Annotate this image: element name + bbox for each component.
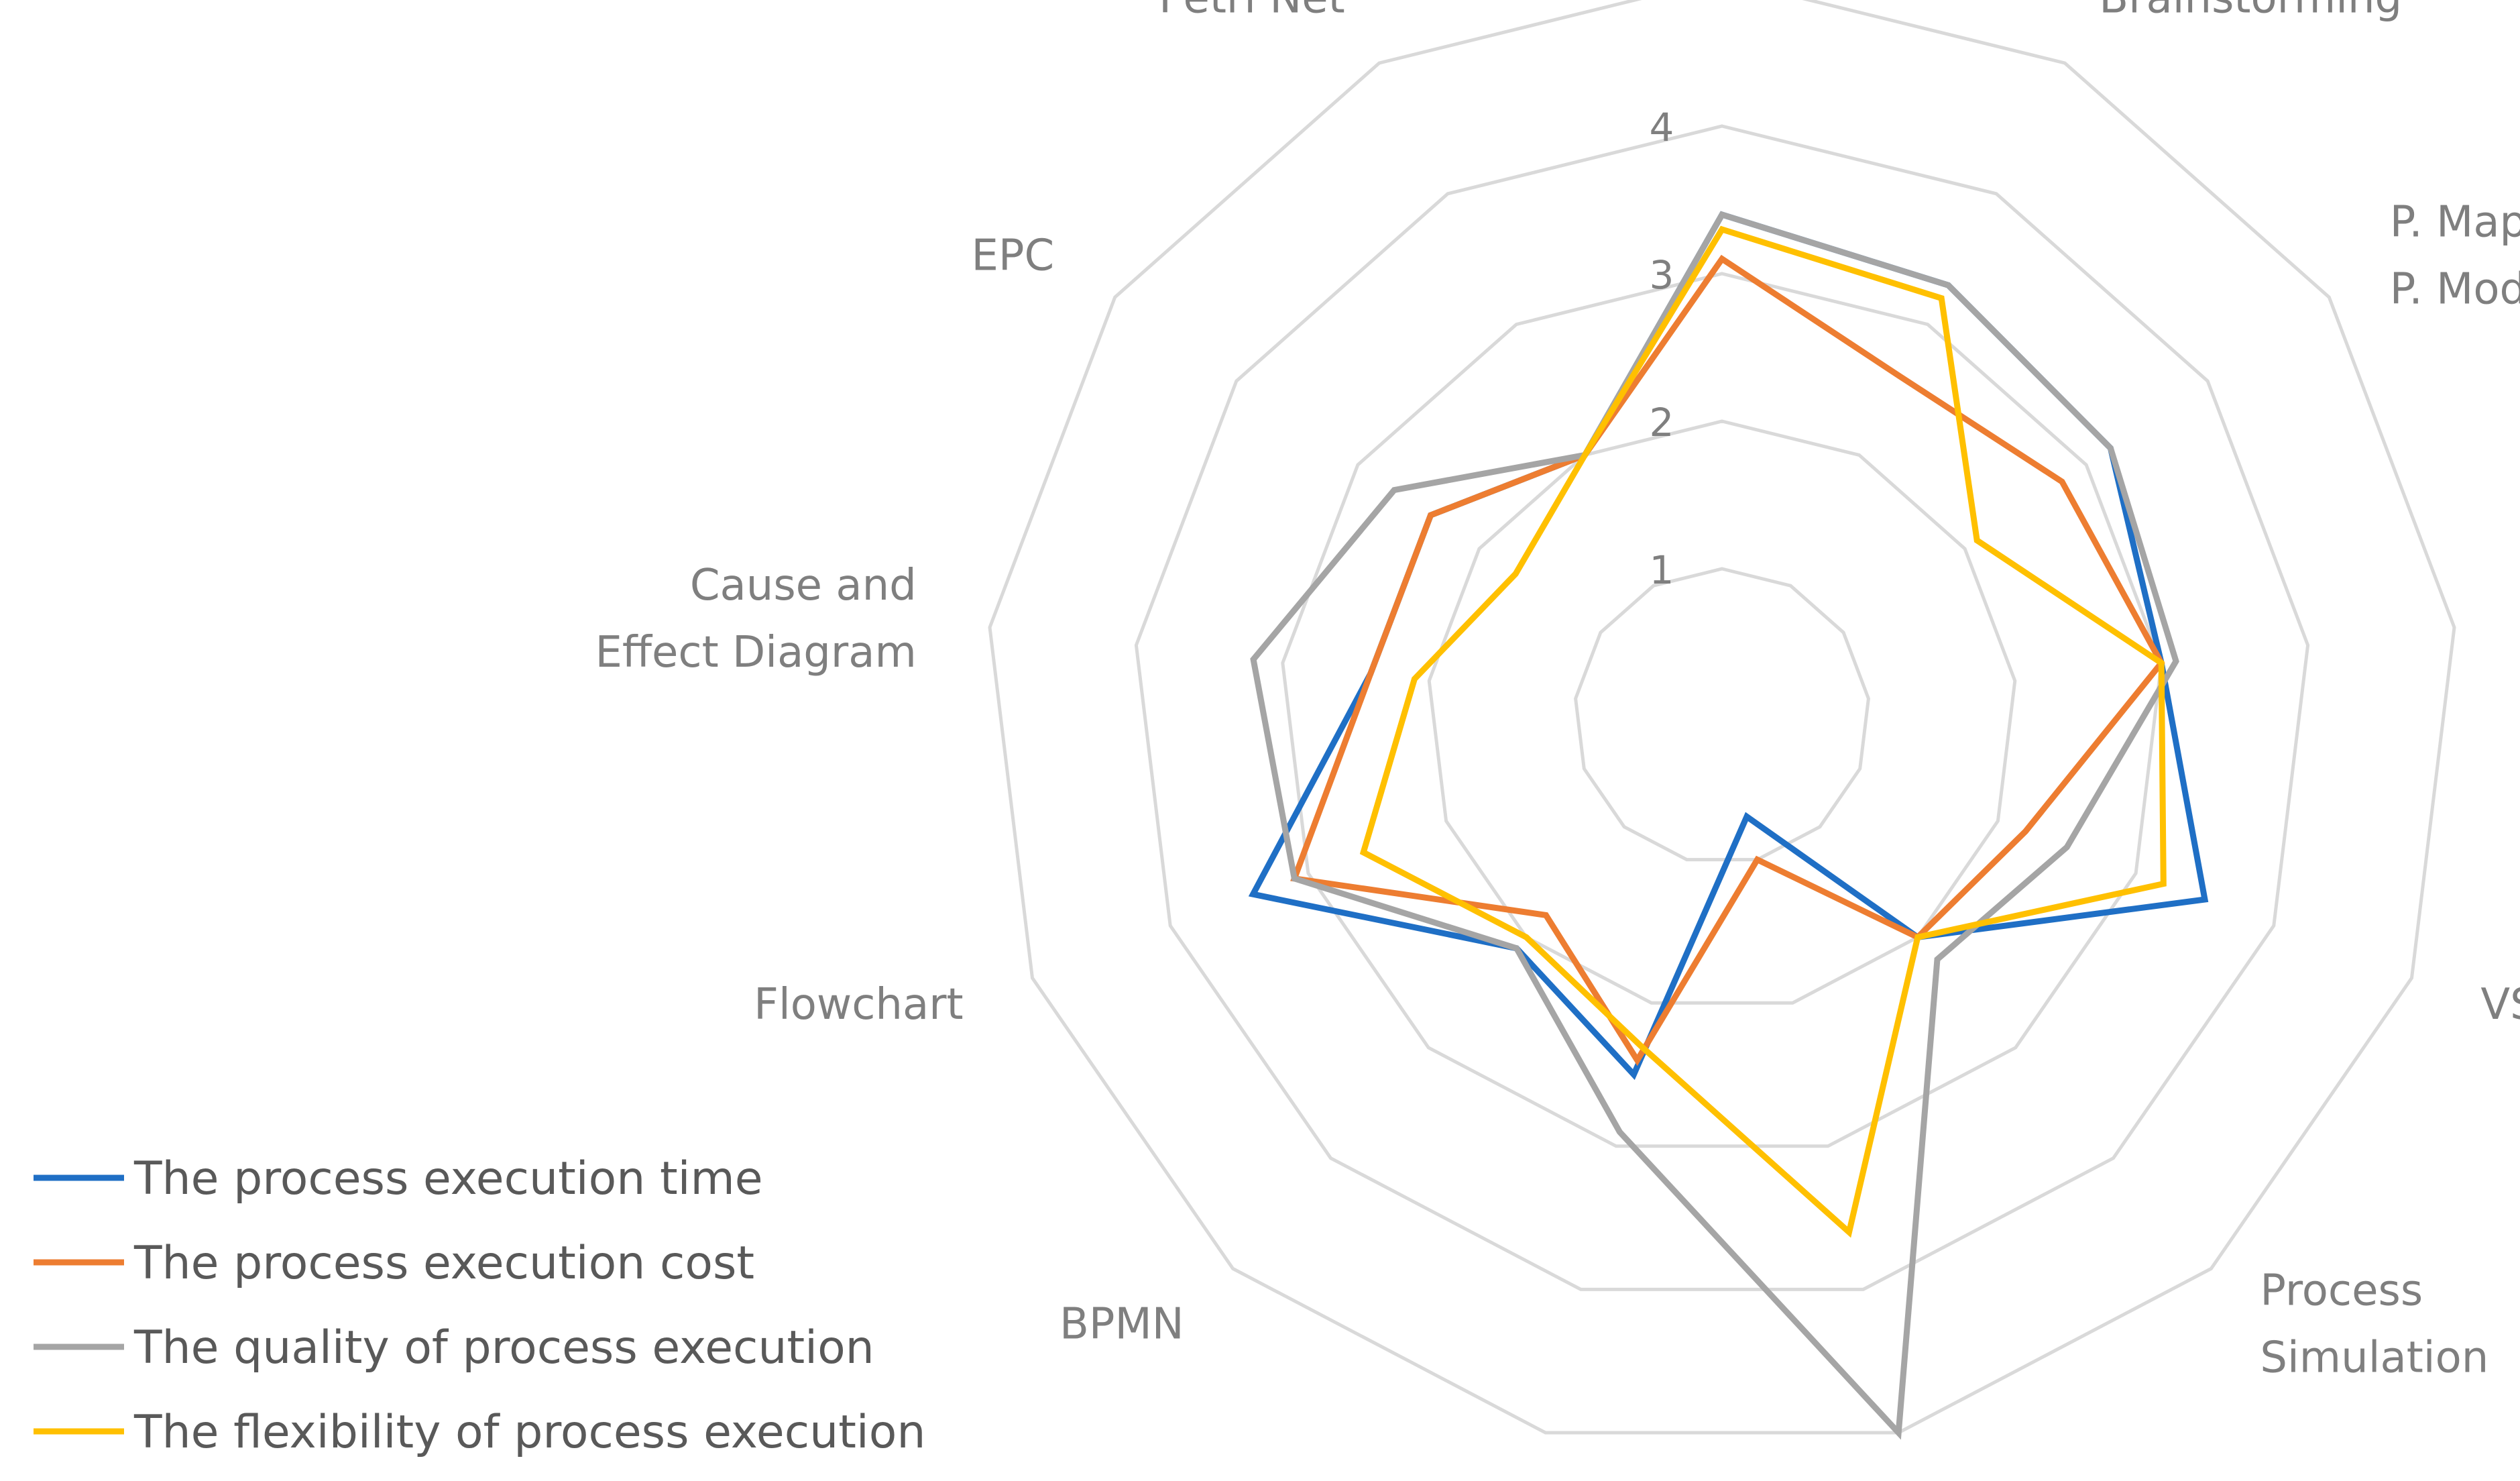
data-point	[1743, 814, 1750, 820]
data-point	[1250, 891, 1256, 897]
data-point	[1896, 1430, 1902, 1435]
data-point	[2059, 479, 2065, 485]
series-line-3	[1250, 211, 2179, 1440]
category-label: BPMN	[1059, 1300, 1184, 1350]
legend-label: The quality of process execution	[133, 1321, 874, 1374]
category-label: P. Mapping/	[2390, 198, 2520, 248]
category-label: Simulation	[2260, 1333, 2488, 1383]
data-point	[1361, 849, 1367, 855]
data-point	[2022, 828, 2028, 834]
legend-item: The process execution cost	[34, 1237, 754, 1290]
grid-ring-4	[1134, 124, 2310, 1291]
data-point	[1719, 256, 1725, 262]
data-point	[1251, 657, 1257, 663]
data-point	[1513, 945, 1520, 951]
category-label: Brainstorming	[2099, 0, 2402, 23]
data-point	[1846, 1229, 1852, 1235]
tick-label-5: 5	[1650, 0, 1674, 3]
series-1	[1248, 211, 2209, 1081]
data-point	[1367, 671, 1373, 677]
category-label: P. Modeling	[2390, 265, 2520, 315]
data-point	[1543, 912, 1549, 918]
category-label: Process	[2260, 1266, 2423, 1316]
radial-axis-ticks: 1 2 3 4 5	[1650, 0, 1674, 593]
data-point	[1631, 1072, 1637, 1077]
data-point	[1935, 956, 1940, 963]
series-line-2	[1290, 254, 2165, 1066]
tick-label-4: 4	[1650, 105, 1674, 150]
category-label: PDCA	[1916, 1480, 2035, 1481]
legend-item: The quality of process execution	[34, 1321, 874, 1374]
data-point	[1897, 374, 1903, 380]
data-point	[1292, 875, 1298, 881]
category-label: Effect Diagram	[595, 628, 916, 677]
data-point	[1428, 512, 1434, 518]
data-point	[2161, 881, 2167, 887]
grid-ring-1	[1574, 567, 1870, 862]
legend-item: The process execution time	[34, 1152, 763, 1205]
grid-ring-5	[988, 0, 2456, 1435]
category-label: EPC	[971, 231, 1054, 281]
data-point	[1412, 676, 1418, 682]
data-point	[2202, 897, 2208, 902]
grid-ring-3	[1281, 272, 2163, 1148]
category-label: Cause and	[690, 561, 917, 610]
data-point	[1391, 487, 1397, 493]
series-3	[1250, 211, 2179, 1440]
category-label: VSM	[2480, 980, 2520, 1030]
series-line-4	[1359, 225, 2167, 1238]
data-point	[1524, 934, 1530, 940]
data-point	[1719, 227, 1725, 232]
category-label: FMEA	[1410, 1480, 1528, 1481]
tick-label-1: 1	[1650, 547, 1674, 593]
series-2	[1290, 254, 2165, 1066]
data-point	[1513, 571, 1519, 577]
legend-item: The flexibility of process execution	[34, 1406, 926, 1459]
data-point	[1754, 857, 1760, 863]
data-point	[1617, 1129, 1623, 1135]
data-point	[1974, 537, 1980, 543]
data-point	[1719, 212, 1725, 217]
radar-series	[1248, 211, 2209, 1440]
grid-ring-2	[1427, 419, 2017, 1005]
data-point	[2173, 658, 2179, 664]
data-point	[1634, 1057, 1640, 1063]
data-point	[1945, 282, 1951, 288]
data-point	[2064, 844, 2070, 850]
data-point	[1582, 452, 1588, 458]
legend-label: The process execution cost	[133, 1237, 754, 1290]
series-line-1	[1248, 211, 2209, 1081]
legend: The process execution time The process ex…	[34, 1152, 926, 1459]
legend-label: The process execution time	[133, 1152, 763, 1205]
series-4	[1359, 225, 2167, 1238]
category-label: Flowchart	[754, 980, 963, 1030]
data-point	[1939, 295, 1945, 301]
data-point	[1914, 934, 1921, 940]
radar-grid	[988, 0, 2456, 1435]
data-point	[2108, 445, 2114, 451]
legend-label: The flexibility of process execution	[133, 1406, 926, 1459]
category-label: Petri Net	[1159, 0, 1345, 23]
data-point	[1638, 1043, 1644, 1049]
data-point	[2159, 660, 2165, 666]
tick-label-2: 2	[1650, 400, 1674, 445]
tick-label-3: 3	[1650, 252, 1674, 298]
category-labels: BenchmarkingBrainstormingP. Mapping/P. M…	[595, 0, 2520, 1481]
